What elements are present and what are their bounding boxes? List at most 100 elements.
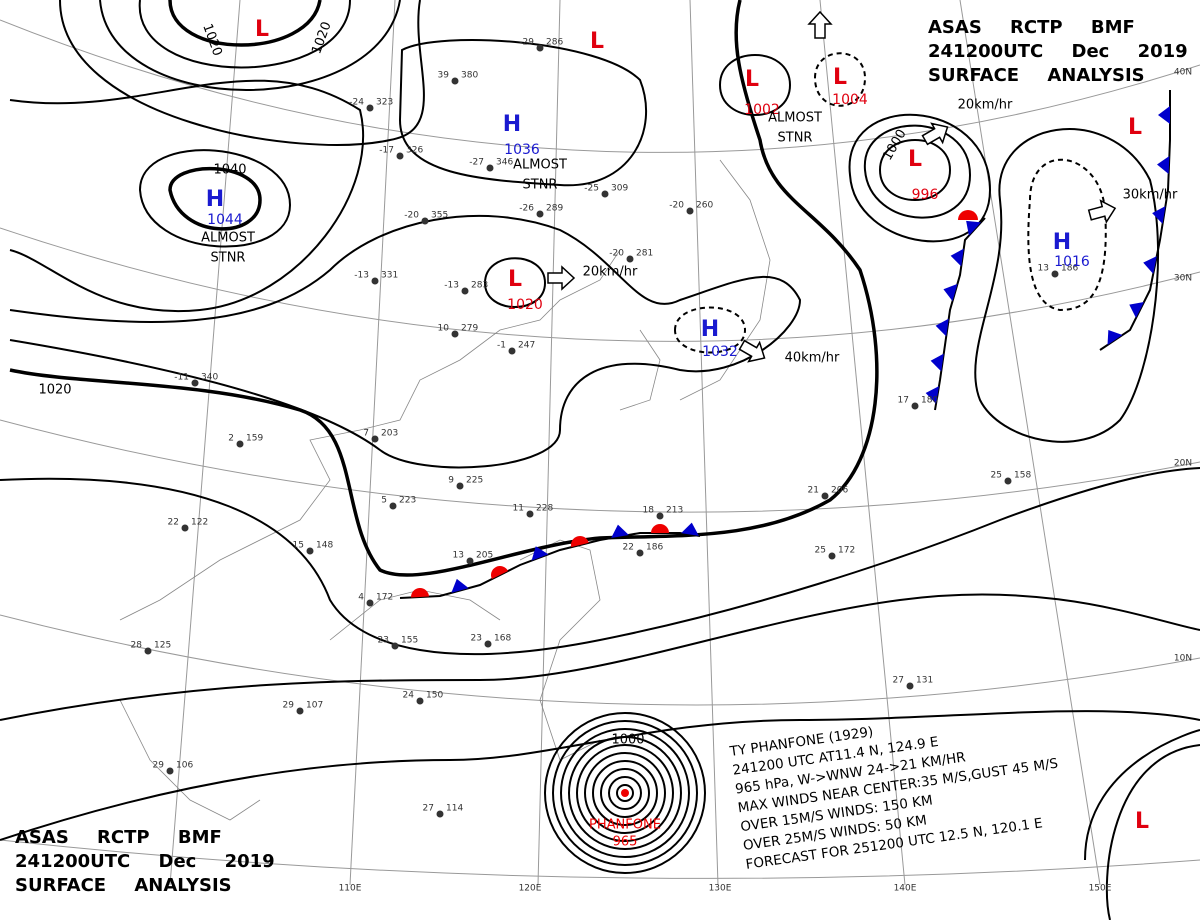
station-pressure: 186 — [1061, 264, 1078, 274]
station — [656, 512, 664, 520]
station-pressure: 125 — [154, 641, 171, 651]
station-temp: 25 — [815, 546, 826, 556]
longitude-label: 130E — [709, 884, 732, 894]
coastline — [119, 699, 261, 821]
pressure-system: L — [745, 67, 759, 92]
isobar-label: 1040 — [213, 163, 246, 178]
central-pressure: 1044 — [207, 212, 243, 228]
isobar — [398, 39, 648, 187]
central-pressure: 1016 — [1054, 254, 1090, 270]
header-line: ASAS RCTP BMF — [928, 17, 1135, 38]
station — [181, 524, 189, 532]
pressure-system: L — [590, 29, 604, 54]
movement-note: STNR — [778, 131, 813, 146]
station-temp: -11 — [174, 373, 189, 383]
typhoon-pressure: 965 — [613, 835, 638, 850]
isobar — [1105, 744, 1200, 920]
isobar — [168, 166, 262, 231]
station-pressure: 326 — [406, 146, 423, 156]
isobar — [0, 467, 1200, 656]
pressure-system: L — [1135, 809, 1149, 834]
station — [456, 482, 464, 490]
station-temp: -13 — [354, 271, 369, 281]
movement-note: ALMOST — [513, 158, 567, 173]
typhoon-center — [621, 789, 629, 797]
station-pressure: 281 — [636, 249, 653, 259]
station-temp: -25 — [584, 184, 599, 194]
station-pressure: 148 — [316, 541, 333, 551]
station — [821, 492, 829, 500]
station — [306, 547, 314, 555]
station — [636, 549, 644, 557]
meridian — [959, 0, 1101, 886]
station-pressure: 225 — [466, 476, 483, 486]
isobar — [1084, 729, 1200, 861]
station-temp: 4 — [358, 593, 364, 603]
latitude-label: 20N — [1174, 459, 1192, 469]
cold-front-symbol — [925, 386, 939, 404]
central-pressure: 996 — [912, 187, 939, 203]
station-pressure: 346 — [496, 158, 513, 168]
station — [626, 255, 634, 263]
station — [906, 682, 914, 690]
station — [536, 210, 544, 218]
pressure-system: H — [701, 317, 719, 342]
isobar — [9, 214, 802, 469]
pressure-system: H — [206, 187, 224, 212]
cold-front-symbol — [935, 318, 949, 337]
station — [601, 190, 609, 198]
isobar — [0, 710, 1200, 841]
motion-speed: 20km/hr — [583, 265, 638, 280]
longitude-label: 150E — [1089, 884, 1112, 894]
longitude-label: 120E — [519, 884, 542, 894]
isobar — [1027, 158, 1107, 312]
motion-arrow — [807, 10, 833, 39]
station-pressure: 168 — [494, 634, 511, 644]
station-temp: 27 — [893, 676, 904, 686]
cold-front-symbol — [966, 220, 982, 236]
station-pressure: 323 — [376, 98, 393, 108]
station-pressure: 331 — [381, 271, 398, 281]
cold-front-symbol — [943, 283, 958, 302]
latitude-label: 30N — [1174, 274, 1192, 284]
station-temp: 18 — [643, 506, 655, 516]
warm-front-symbol — [411, 588, 429, 598]
station-temp: 5 — [381, 496, 387, 506]
isobar — [168, 0, 322, 47]
station-temp: 23 — [471, 634, 482, 644]
latitude-label: 40N — [1174, 68, 1192, 78]
station-temp: -27 — [469, 158, 484, 168]
station-pressure: 247 — [518, 341, 535, 351]
isobar — [863, 124, 972, 219]
isobar-label: 1020 — [38, 383, 71, 398]
station-temp: 17 — [898, 396, 909, 406]
station-temp: -26 — [519, 204, 534, 214]
station-temp: 28 — [131, 641, 143, 651]
warm-front-symbol — [491, 566, 509, 580]
isobar — [138, 149, 292, 248]
station — [526, 510, 534, 518]
station-pressure: 122 — [191, 518, 208, 528]
isobar — [0, 593, 1200, 721]
parallel — [0, 614, 1200, 706]
motion-arrow — [738, 339, 766, 363]
isobar — [99, 0, 401, 91]
map-border — [0, 839, 1200, 879]
footer-line: ASAS RCTP BMF — [15, 827, 222, 848]
meridian — [689, 0, 719, 886]
station-temp: 11 — [513, 504, 524, 514]
station-pressure: 172 — [838, 546, 855, 556]
station-temp: 2 — [228, 434, 234, 444]
longitude-label: 110E — [339, 884, 362, 894]
movement-note: STNR — [523, 178, 558, 193]
station-pressure: 283 — [471, 281, 488, 291]
station-temp: 22 — [623, 543, 634, 553]
station-pressure: 340 — [201, 373, 218, 383]
front-line — [1099, 90, 1171, 351]
station-pressure: 150 — [426, 691, 443, 701]
station-pressure: 159 — [246, 434, 263, 444]
warm-front-symbol — [571, 536, 589, 548]
station-temp: 7 — [363, 429, 369, 439]
station — [144, 647, 152, 655]
